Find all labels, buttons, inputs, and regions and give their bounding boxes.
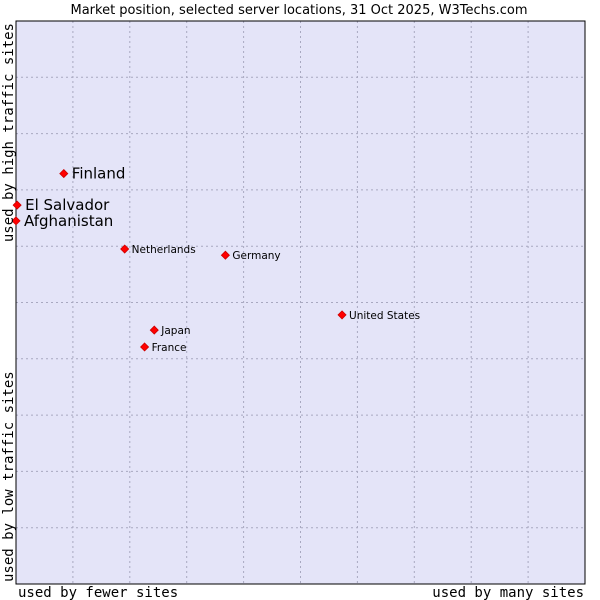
data-point-finland: Finland	[59, 165, 126, 183]
data-point-netherlands: Netherlands	[120, 244, 196, 256]
marker-united-states	[337, 310, 347, 320]
data-point-germany: Germany	[220, 250, 281, 262]
y-axis-label-bottom: used by low traffic sites	[1, 371, 17, 582]
label-afghanistan: Afghanistan	[24, 212, 113, 230]
marker-el-salvador	[12, 200, 22, 210]
marker-finland	[59, 169, 69, 179]
x-axis-label-left: used by fewer sites	[18, 585, 178, 600]
data-point-afghanistan: Afghanistan	[11, 212, 113, 230]
label-netherlands: Netherlands	[132, 244, 196, 256]
marker-netherlands	[120, 244, 130, 254]
marker-germany	[220, 250, 230, 260]
label-germany: Germany	[232, 250, 280, 262]
label-japan: Japan	[160, 325, 190, 337]
grid-lines	[16, 21, 585, 584]
y-axis-label-top: used by high traffic sites	[1, 23, 17, 242]
label-el-salvador: El Salvador	[25, 196, 110, 214]
marker-afghanistan	[11, 216, 21, 226]
label-france: France	[152, 342, 187, 354]
data-point-el-salvador: El Salvador	[12, 196, 110, 214]
data-point-united-states: United States	[337, 310, 420, 322]
data-point-japan: Japan	[149, 325, 191, 337]
plot-border	[15, 20, 586, 585]
label-united-states: United States	[349, 310, 420, 322]
data-point-france: France	[140, 342, 187, 354]
x-axis-label-right: used by many sites	[432, 585, 584, 600]
marker-france	[140, 342, 150, 352]
marker-japan	[149, 325, 159, 335]
chart-title: Market position, selected server locatio…	[70, 3, 527, 18]
label-finland: Finland	[72, 165, 126, 183]
